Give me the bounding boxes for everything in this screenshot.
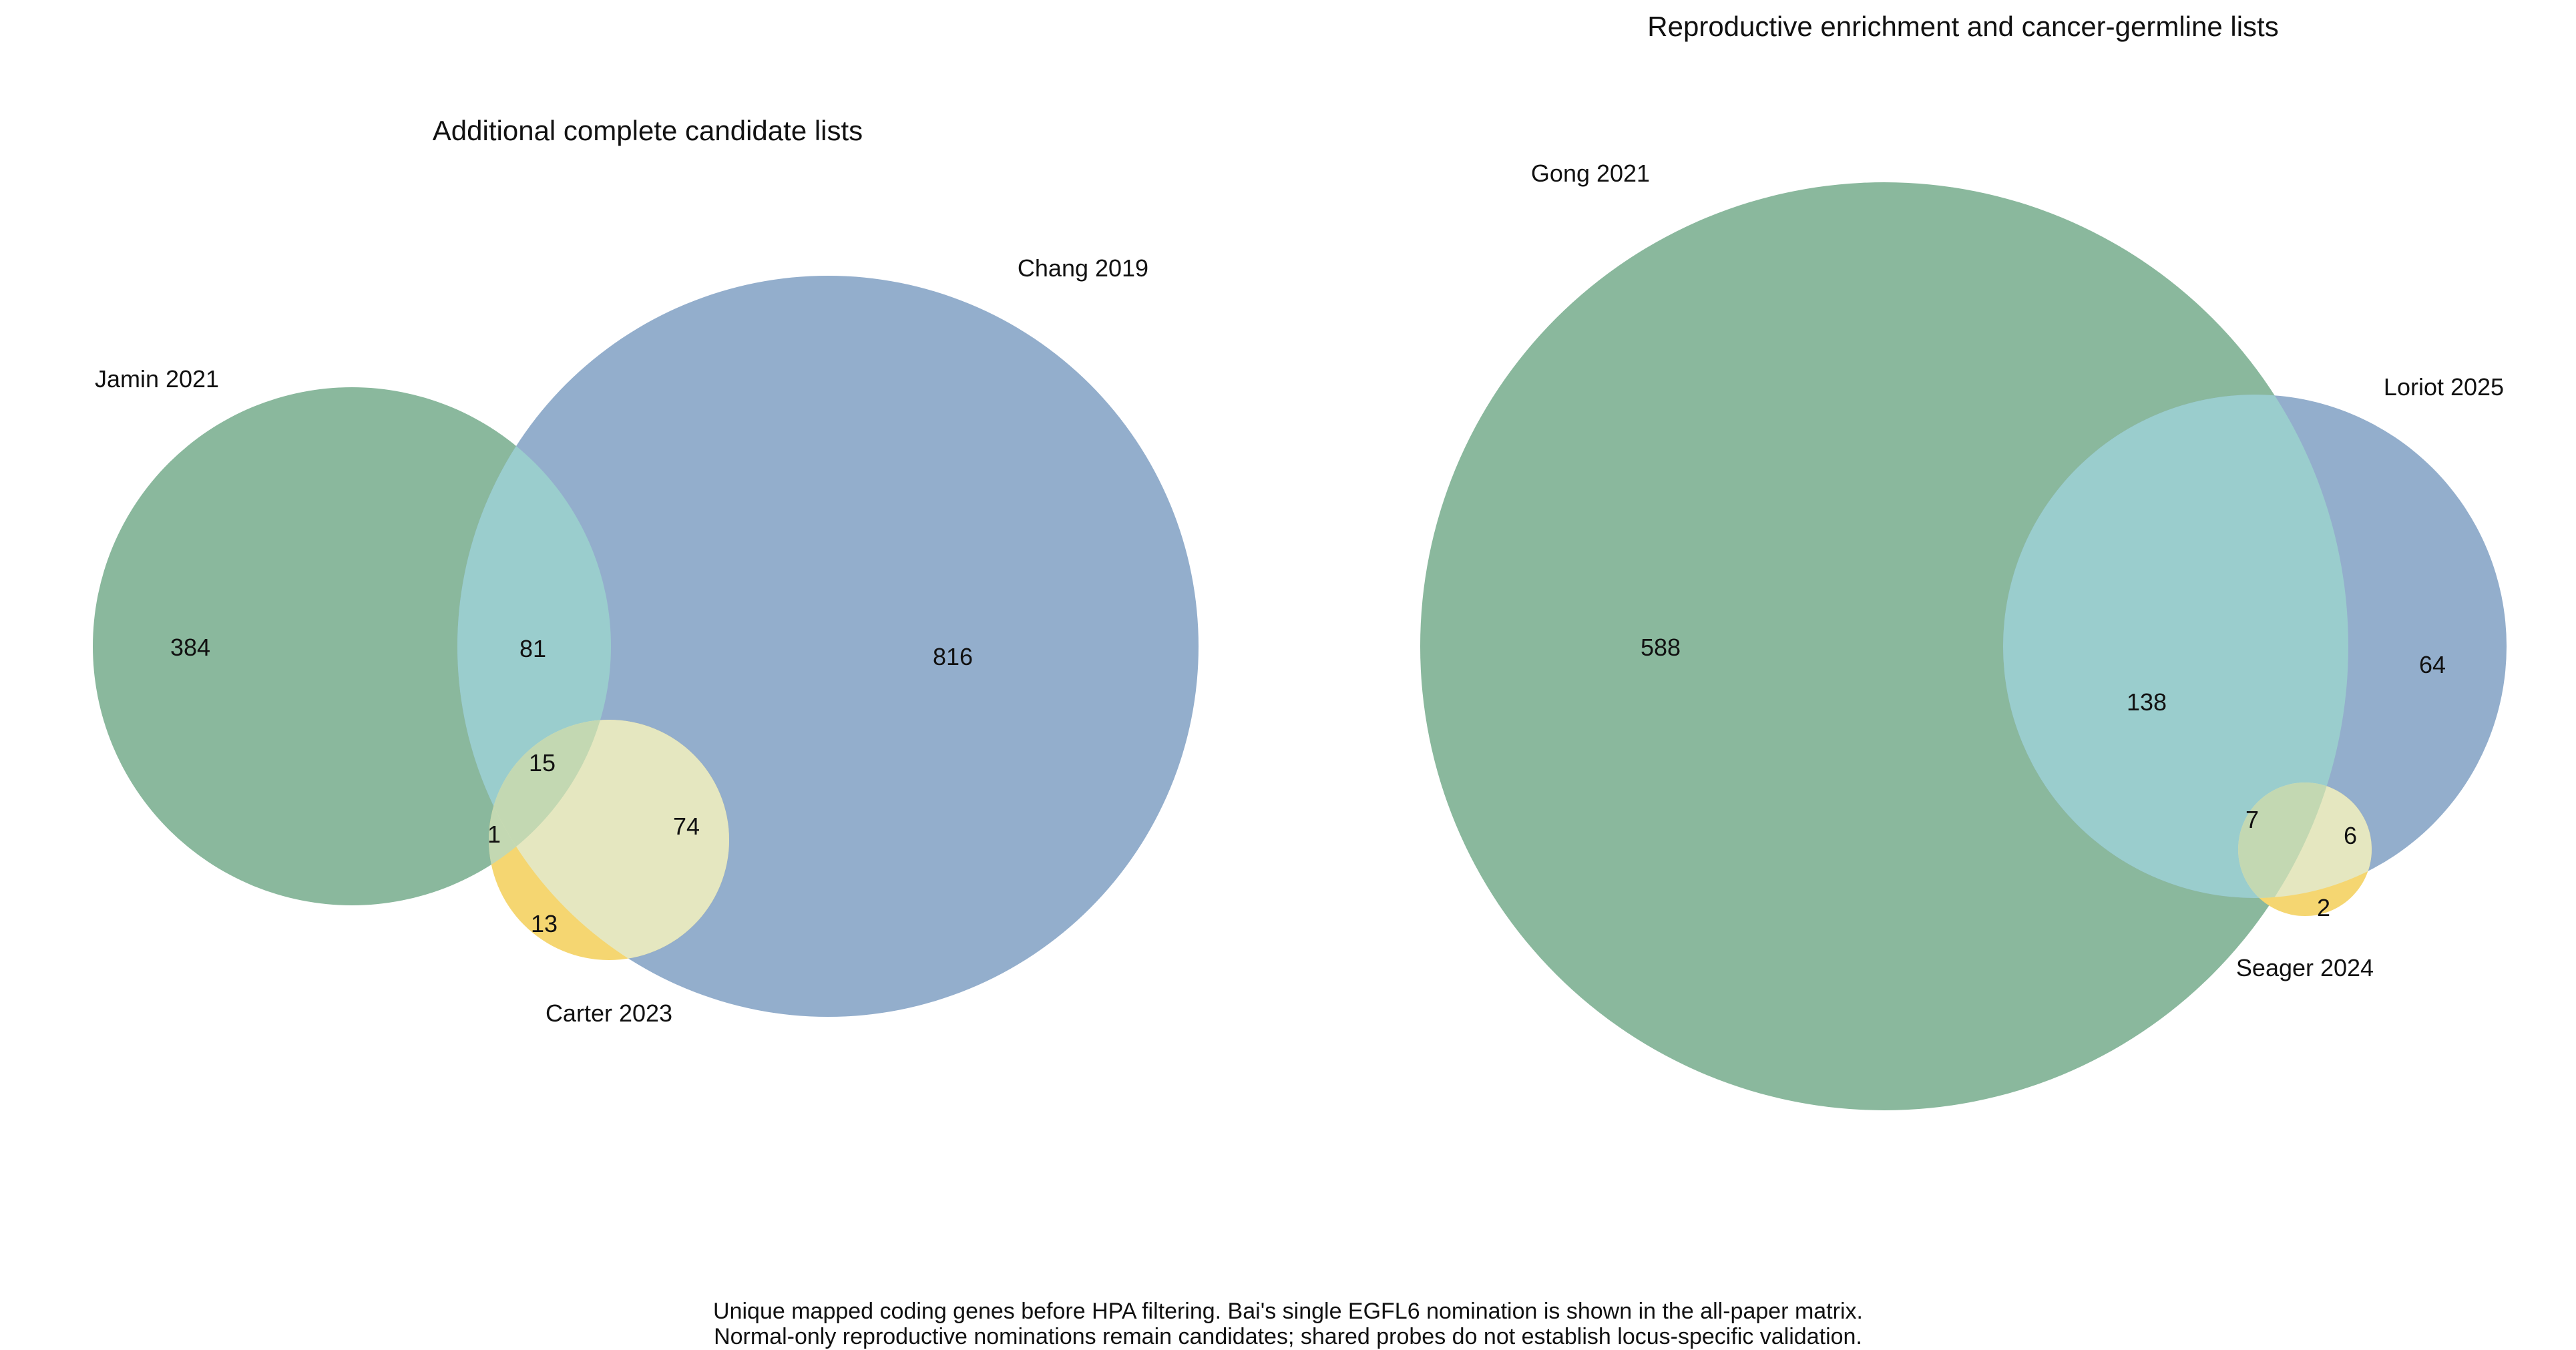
region-value-jamin-carter: 1 [487,821,501,848]
left-panel-title: Additional complete candidate lists [433,115,863,146]
set-label-gong: Gong 2021 [1531,160,1650,187]
region-value-seager-only: 2 [2317,894,2330,921]
region-value-carter-only: 13 [531,910,558,937]
caption-line-2: Normal-only reproductive nominations rem… [714,1324,1862,1349]
caption-line-1: Unique mapped coding genes before HPA fi… [713,1299,1863,1324]
figure-caption: Unique mapped coding genes before HPA fi… [713,1299,1863,1349]
set-label-seager: Seager 2024 [2236,954,2374,981]
region-value-loriot-only: 64 [2419,651,2446,678]
set-label-jamin: Jamin 2021 [95,365,219,393]
region-value-gong-only: 588 [1641,634,1681,661]
region-value-chang-only: 816 [933,643,973,670]
region-value-jamin-only: 384 [170,634,210,661]
gong-circle [1420,182,2348,1110]
region-value-jamin-chang: 81 [519,635,546,662]
venn-left: Additional complete candidate lists Jami… [93,115,1199,1027]
gong-loriot-overlap [2003,395,2348,898]
region-value-loriot-seager: 6 [2344,822,2357,849]
right-panel-title: Reproductive enrichment and cancer-germl… [1647,11,2278,42]
set-label-carter: Carter 2023 [546,999,672,1027]
region-value-gong-loriot: 138 [2127,688,2167,716]
region-value-all-three-right: 7 [2245,806,2259,833]
region-value-all-three: 15 [529,749,556,776]
set-label-loriot: Loriot 2025 [2384,373,2504,401]
region-value-chang-carter: 74 [673,813,700,840]
venn-right: Reproductive enrichment and cancer-germl… [1420,11,2507,1110]
set-label-chang: Chang 2019 [1018,254,1148,282]
